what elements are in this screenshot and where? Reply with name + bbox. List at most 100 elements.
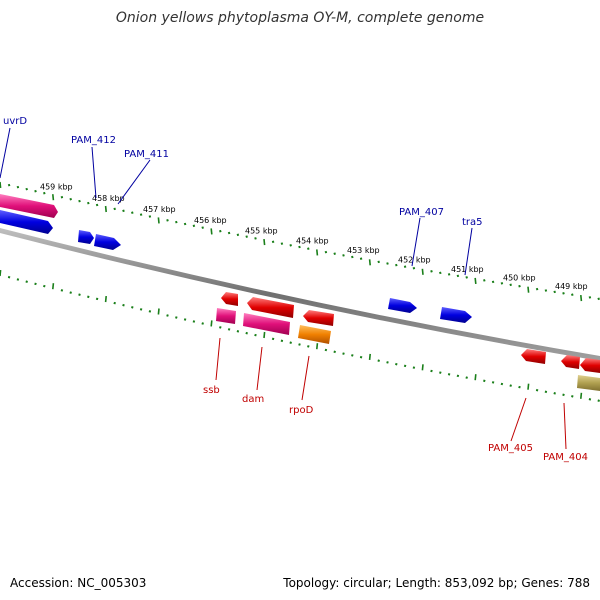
- scale-tick: [254, 237, 257, 240]
- scale-tick: [562, 292, 565, 295]
- cds-feature[interactable]: [221, 292, 238, 306]
- scale-tick: [0, 269, 2, 277]
- scale-tick: [395, 263, 398, 267]
- cds-feature[interactable]: [94, 234, 121, 250]
- gene-label[interactable]: PAM_407: [399, 207, 444, 218]
- inner-scale-ticks: [0, 269, 600, 402]
- cds-feature[interactable]: [388, 298, 417, 313]
- scale-tick: [518, 385, 521, 389]
- gene-label[interactable]: PAM_411: [124, 149, 169, 160]
- scale-tick: [245, 331, 248, 335]
- scale-tick: [131, 306, 134, 309]
- cds-feature[interactable]: [561, 355, 580, 369]
- cds-feature[interactable]: [580, 358, 600, 373]
- scale-tick: [500, 382, 504, 386]
- scale-tick: [571, 395, 574, 398]
- scale-tick: [87, 201, 90, 205]
- scale-label: 458 kbp: [92, 194, 125, 203]
- scale-tick: [333, 252, 336, 255]
- cds-feature[interactable]: [0, 210, 53, 234]
- scale-tick: [43, 284, 46, 288]
- scale-tick: [69, 197, 72, 201]
- scale-tick: [157, 308, 160, 315]
- scale-tick: [403, 364, 407, 368]
- scale-tick: [16, 185, 20, 189]
- scale-tick: [131, 211, 134, 214]
- cds-feature[interactable]: [298, 325, 331, 344]
- scale-tick: [412, 266, 416, 270]
- scale-tick: [271, 337, 275, 341]
- scale-tick: [25, 187, 28, 191]
- scale-tick: [166, 314, 169, 317]
- scale-tick: [518, 284, 521, 288]
- scale-label: 455 kbp: [245, 226, 278, 235]
- cds-feature[interactable]: [303, 310, 334, 326]
- scale-tick: [439, 271, 442, 275]
- forward-gene-labels: uvrD PAM_412 PAM_411 PAM_407 tra5: [0, 116, 483, 276]
- map-title: Onion yellows phytoplasma OY-M, complete…: [115, 10, 485, 26]
- scale-tick: [316, 249, 319, 256]
- scale-tick: [148, 215, 152, 218]
- scale-tick: [377, 260, 380, 264]
- scale-tick: [104, 296, 107, 303]
- scale-tick: [289, 341, 292, 344]
- scale-tick: [588, 296, 592, 299]
- cds-feature[interactable]: [216, 308, 236, 324]
- scale-tick: [421, 364, 424, 371]
- scale-tick: [351, 354, 354, 357]
- scale-tick: [95, 297, 99, 301]
- scale-tick: [34, 282, 37, 286]
- cds-feature[interactable]: [577, 375, 600, 391]
- scale-tick: [210, 228, 213, 235]
- gene-label[interactable]: PAM_404: [543, 452, 588, 463]
- scale-tick: [263, 239, 266, 246]
- scale-tick: [69, 291, 72, 294]
- scale-tick: [78, 199, 81, 203]
- scale-tick: [0, 181, 2, 189]
- scale-tick: [439, 371, 442, 374]
- scale-tick: [298, 245, 301, 249]
- scale-tick: [483, 279, 486, 282]
- gene-label[interactable]: PAM_412: [71, 135, 116, 146]
- gene-label[interactable]: ssb: [203, 385, 220, 396]
- cds-feature[interactable]: [0, 194, 58, 218]
- scale-tick: [104, 205, 107, 213]
- gene-label[interactable]: uvrD: [3, 116, 27, 127]
- scale-tick: [535, 287, 539, 291]
- scale-tick: [183, 222, 187, 226]
- scale-tick: [307, 247, 310, 250]
- scale-labels: 459 kbp 458 kbp 457 kbp 456 kbp 455 kbp 454 k…: [40, 182, 588, 291]
- cds-feature[interactable]: [247, 297, 294, 318]
- scale-tick: [34, 189, 37, 193]
- scale-tick: [351, 255, 354, 259]
- gene-label[interactable]: PAM_405: [488, 443, 533, 454]
- scale-tick: [148, 310, 152, 313]
- scale-tick: [52, 283, 55, 290]
- scale-tick: [175, 220, 178, 224]
- scale-label: 453 kbp: [347, 246, 380, 255]
- scale-tick: [588, 398, 592, 401]
- scale-tick: [368, 353, 371, 360]
- scale-tick: [342, 352, 345, 355]
- gene-label[interactable]: rpoD: [289, 405, 314, 416]
- scale-tick: [597, 399, 600, 402]
- scale-tick: [175, 316, 178, 319]
- cds-feature[interactable]: [440, 307, 472, 323]
- gene-label[interactable]: dam: [242, 394, 264, 405]
- cds-feature[interactable]: [78, 230, 94, 244]
- scale-tick: [535, 388, 539, 392]
- cds-feature[interactable]: [243, 313, 290, 335]
- scale-tick: [113, 207, 116, 211]
- scale-tick: [483, 379, 486, 383]
- scale-label: 450 kbp: [503, 274, 536, 283]
- gene-label[interactable]: tra5: [462, 217, 483, 228]
- reverse-strand-features: [216, 292, 600, 391]
- scale-tick: [403, 265, 407, 268]
- scale-tick: [368, 259, 371, 266]
- scale-tick: [201, 322, 204, 325]
- scale-tick: [236, 330, 240, 333]
- cds-feature[interactable]: [521, 349, 546, 364]
- scale-tick: [509, 283, 512, 287]
- scale-tick: [377, 359, 380, 362]
- scale-tick: [16, 278, 20, 281]
